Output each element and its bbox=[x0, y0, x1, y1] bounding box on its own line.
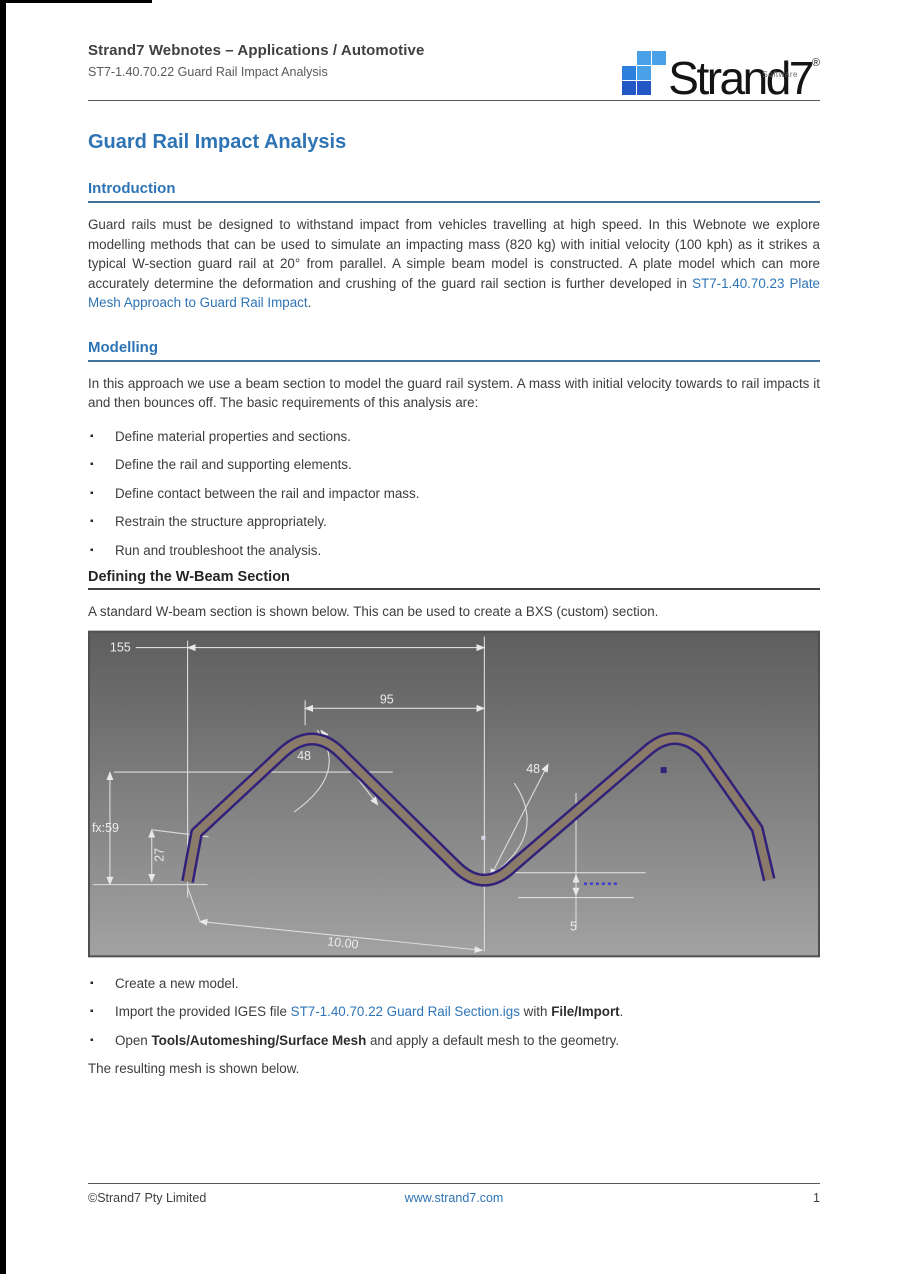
step-text: Open bbox=[115, 1032, 152, 1048]
logo-text: Strand7 bbox=[668, 52, 814, 104]
list-item: ▪ Create a new model. bbox=[88, 974, 820, 994]
wbeam-profile bbox=[181, 731, 776, 886]
step-text: . bbox=[619, 1004, 624, 1019]
footer-copyright: ©Strand7 Pty Limited bbox=[88, 1191, 207, 1205]
list-item-label: Define contact between the rail and impa… bbox=[115, 485, 420, 501]
footer-page-number: 1 bbox=[813, 1191, 820, 1205]
page-content: Strand7 Webnotes – Applications / Automo… bbox=[88, 0, 820, 1079]
closing-paragraph: The resulting mesh is shown below. bbox=[88, 1061, 300, 1076]
snap-point-dot bbox=[481, 835, 486, 840]
list-item-label: Run and troubleshoot the analysis. bbox=[115, 542, 322, 558]
logo-software-label: Software bbox=[762, 70, 798, 79]
list-item: ▪ Run and troubleshoot the analysis. bbox=[88, 541, 820, 561]
dim-1000-label: 10.00 bbox=[327, 934, 359, 951]
list-item: ▪ Define contact between the rail and imp… bbox=[88, 484, 820, 504]
bullet-icon: ▪ bbox=[90, 1034, 94, 1046]
list-item: ▪ Define the rail and supporting elements… bbox=[88, 455, 820, 475]
registered-mark: ® bbox=[811, 57, 820, 69]
introduction-paragraph: Guard rails must be designed to withstan… bbox=[88, 215, 820, 313]
list-item-label: Define material properties and sections. bbox=[115, 428, 351, 444]
list-item: ▪ Restrain the structure appropriately. bbox=[88, 512, 820, 532]
heading-wbeam-section: Defining the W-Beam Section bbox=[88, 569, 820, 590]
wbeam-steps-list: ▪ Create a new model. ▪ Import the provide… bbox=[88, 974, 820, 1051]
step-text: with bbox=[519, 1004, 552, 1019]
heading-modelling: Modelling bbox=[88, 339, 820, 362]
bullet-icon: ▪ bbox=[90, 544, 94, 556]
scan-border-left bbox=[0, 0, 6, 1274]
header-rule bbox=[88, 100, 820, 101]
figure-background bbox=[88, 630, 820, 957]
bullet-icon: ▪ bbox=[90, 459, 94, 470]
dimension-labels: 155 95 48 48 fx:59 27 10.00 5 bbox=[92, 640, 577, 951]
intro-text: Guard rails must be designed to withstan… bbox=[88, 217, 820, 291]
page-header: Strand7 Webnotes – Applications / Automo… bbox=[88, 40, 820, 101]
iges-file-link[interactable]: ST7-1.40.70.22 Guard Rail Section.igs bbox=[290, 1004, 520, 1019]
dim-95-label: 95 bbox=[380, 692, 394, 706]
dim-27-label: 27 bbox=[153, 847, 167, 861]
menu-path-bold: File/Import bbox=[551, 1004, 620, 1019]
heading-introduction: Introduction bbox=[88, 180, 820, 203]
step-text: Create a new model. bbox=[115, 975, 239, 991]
strand7-logotype: Strand7® Software bbox=[668, 40, 820, 101]
dim-155-label: 155 bbox=[110, 640, 131, 654]
page-title: Guard Rail Impact Analysis bbox=[88, 131, 347, 153]
webnote-id: ST7-1.40.70.22 Guard Rail Impact Analysi… bbox=[88, 65, 328, 79]
bullet-icon: ▪ bbox=[90, 430, 94, 442]
dim-48b-label: 48 bbox=[526, 762, 540, 776]
strand7-logo: Strand7® Software bbox=[606, 40, 820, 101]
bullet-icon: ▪ bbox=[90, 487, 94, 499]
step-text: and apply a default mesh to the geometry… bbox=[366, 1032, 620, 1048]
bullet-icon: ▪ bbox=[90, 977, 94, 989]
list-item: ▪ Import the provided IGES file ST7-1.40.… bbox=[88, 1002, 820, 1022]
modelling-requirements-list: ▪ Define material properties and sections… bbox=[88, 427, 820, 561]
page-footer: ©Strand7 Pty Limited www.strand7.com 1 bbox=[88, 1183, 820, 1205]
strand7-pixel-icon bbox=[606, 50, 668, 97]
vertex-dot bbox=[660, 766, 667, 773]
menu-path-bold: Tools/Automeshing/Surface Mesh bbox=[151, 1032, 367, 1048]
scan-border-top bbox=[0, 0, 152, 3]
header-text-block: Strand7 Webnotes – Applications / Automo… bbox=[88, 42, 424, 79]
intro-text-end: . bbox=[307, 295, 312, 310]
list-item: ▪ Define material properties and sections… bbox=[88, 427, 820, 447]
list-item-label: Define the rail and supporting elements. bbox=[115, 457, 352, 472]
dim-48a-label: 48 bbox=[297, 749, 311, 763]
webnotes-breadcrumb: Strand7 Webnotes – Applications / Automo… bbox=[88, 42, 425, 59]
dim-5-label: 5 bbox=[570, 919, 577, 933]
wbeam-section-figure: 155 95 48 48 fx:59 27 10.00 5 bbox=[88, 630, 820, 958]
webnote-link-plate-mesh[interactable]: ST7-1.40.70.23 Plate Mesh Approach to Gu… bbox=[88, 275, 820, 311]
wbeam-paragraph: A standard W-beam section is shown below… bbox=[88, 604, 659, 619]
step-text: Import the provided IGES file bbox=[115, 1004, 291, 1019]
bullet-icon: ▪ bbox=[90, 516, 94, 527]
bullet-icon: ▪ bbox=[90, 1006, 94, 1017]
dim-fx59-label: fx:59 bbox=[92, 820, 119, 834]
list-item-label: Restrain the structure appropriately. bbox=[115, 514, 327, 529]
modelling-paragraph: In this approach we use a beam section t… bbox=[88, 375, 820, 411]
footer-website-link[interactable]: www.strand7.com bbox=[404, 1191, 504, 1205]
list-item: ▪ Open Tools/Automeshing/Surface Mesh and… bbox=[88, 1031, 820, 1051]
